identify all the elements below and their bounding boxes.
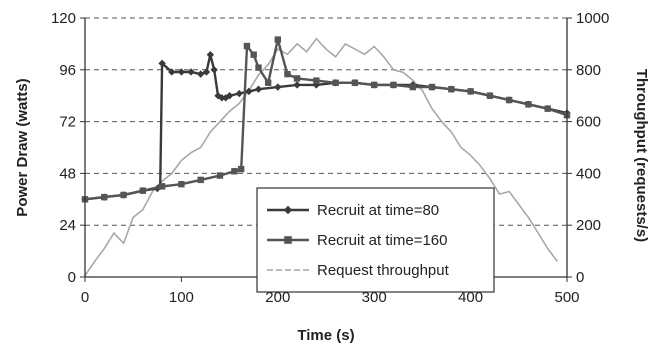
data-point — [210, 66, 218, 74]
axes: 0 24 48 72 96 120 0 200 400 600 800 1000 0 100 200 300 4… — [14, 10, 650, 344]
data-point — [187, 68, 195, 76]
y-right-tick-label: 800 — [576, 62, 601, 79]
data-point — [284, 70, 291, 78]
legend-label: Recruit at time=160 — [317, 232, 447, 249]
data-point — [390, 81, 397, 89]
data-point — [505, 96, 513, 104]
data-point — [255, 64, 262, 71]
data-point — [264, 79, 272, 86]
y-right-tick-label: 600 — [576, 114, 601, 131]
data-point — [120, 191, 127, 199]
data-point — [293, 75, 301, 82]
y-right-tick-label: 0 — [576, 269, 584, 286]
series-0 — [81, 50, 571, 203]
series-1 — [81, 36, 571, 203]
data-point — [235, 89, 243, 98]
series-line-1 — [84, 39, 568, 201]
series-2 — [84, 37, 559, 277]
data-point — [101, 193, 108, 201]
legend-label: Request throughput — [317, 262, 450, 279]
data-point — [139, 187, 147, 194]
data-point — [231, 168, 238, 175]
x-tick-label: 500 — [554, 289, 579, 306]
data-point — [178, 180, 185, 188]
series-line-2 — [84, 37, 559, 277]
data-point — [448, 86, 455, 93]
y-right-tick-label: 200 — [576, 217, 601, 234]
legend-swatch-marker-1 — [284, 236, 292, 244]
y-left-tick-label: 0 — [68, 269, 76, 286]
data-point — [293, 81, 301, 89]
data-point — [196, 70, 205, 78]
series-layer — [81, 36, 571, 277]
x-tick-label: 100 — [169, 289, 194, 306]
x-tick-label: 300 — [362, 289, 387, 306]
data-point — [225, 92, 234, 100]
data-point — [351, 79, 359, 86]
y-left-tick-label: 24 — [59, 217, 76, 234]
y-left-tick-label: 72 — [59, 114, 76, 131]
y-right-axis-title: Throughput (requests/s) — [633, 69, 650, 242]
data-point — [206, 50, 215, 59]
y-left-tick-label: 96 — [59, 62, 76, 79]
data-point — [409, 83, 416, 91]
data-point — [177, 68, 186, 76]
data-point — [202, 68, 211, 76]
legend-swatch-marker-0 — [283, 205, 293, 215]
series-line-0 — [84, 54, 568, 201]
y-left-tick-label: 120 — [51, 10, 76, 27]
data-point — [243, 42, 251, 50]
data-point — [544, 105, 551, 112]
x-tick-label: 400 — [458, 289, 483, 306]
x-tick-label: 0 — [81, 289, 89, 306]
data-point — [216, 172, 224, 179]
data-point — [250, 51, 257, 58]
data-point — [313, 77, 320, 84]
data-point — [158, 59, 166, 68]
data-point — [168, 68, 176, 76]
data-point — [254, 85, 263, 93]
data-point — [371, 81, 378, 89]
legend-label: Recruit at time=80 — [317, 202, 439, 219]
data-point — [525, 101, 532, 108]
y-right-tick-label: 400 — [576, 165, 601, 182]
data-point — [428, 83, 436, 91]
data-point — [158, 183, 166, 190]
legend: Recruit at time=80 Recruit at time=160 Req… — [256, 187, 495, 293]
y-left-axis-title: Power Draw (watts) — [14, 78, 31, 216]
x-tick-label: 200 — [265, 289, 290, 306]
data-point — [274, 36, 281, 43]
data-point — [486, 92, 494, 99]
data-point — [467, 88, 474, 95]
data-point — [245, 87, 253, 96]
y-right-tick-label: 1000 — [576, 10, 609, 27]
x-axis-title: Time (s) — [297, 327, 354, 344]
data-point — [197, 176, 204, 184]
data-point — [218, 94, 226, 102]
data-point — [237, 165, 245, 173]
data-point — [332, 79, 339, 86]
data-point — [274, 83, 282, 91]
y-left-tick-label: 48 — [59, 165, 76, 182]
